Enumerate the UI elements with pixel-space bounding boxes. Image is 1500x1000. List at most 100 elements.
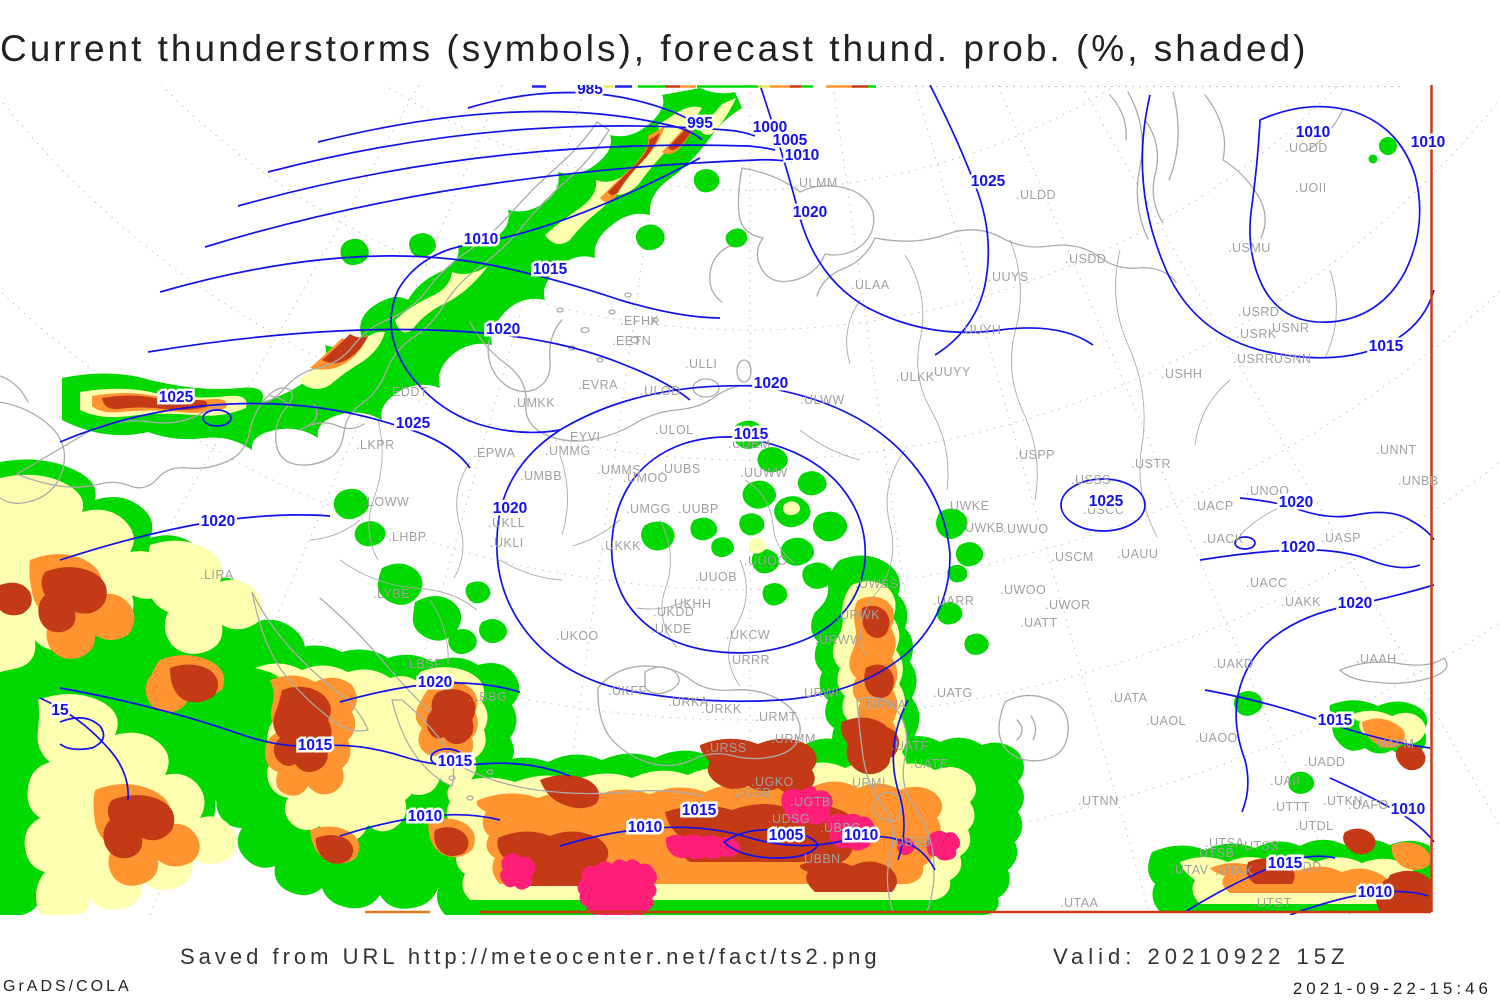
isobar-label: 1020: [486, 321, 520, 338]
isobar-label: 985: [577, 85, 603, 98]
station-label: .UMKK: [513, 396, 555, 410]
station-label: .UTAV: [1171, 863, 1209, 877]
station-label: .UATF: [891, 739, 929, 753]
station-label: .UNOO: [1246, 484, 1289, 498]
station-label: .UKOO: [556, 629, 599, 643]
isobar-label: 1015: [682, 802, 717, 819]
station-label: .UTAA: [1060, 896, 1099, 910]
station-label: .USNR: [1268, 321, 1309, 335]
station-label: .ULLI: [685, 357, 717, 371]
station-label: .UKFF: [608, 684, 647, 698]
page-title: Current thunderstorms (symbols), forecas…: [0, 28, 1309, 69]
isobar-label: 1015: [533, 261, 568, 278]
isobar-label: 1005: [773, 132, 808, 149]
isobars: [39, 85, 1435, 915]
station-label: .UAII: [1270, 774, 1300, 788]
station-labels-layer: .ULMM .EFHK .EETN .ULLI .EVRA .UMKK .ULOD .EYVI…: [200, 141, 1438, 910]
station-label: .EYVI: [566, 430, 600, 444]
station-label: .USMU: [1228, 241, 1271, 255]
station-label: .USDD: [1065, 252, 1106, 266]
isobar-label: 1015: [298, 737, 333, 754]
station-label: .UTSA: [1205, 836, 1244, 850]
station-label: .UTST: [1253, 896, 1292, 910]
isobar-label: 1000: [753, 119, 787, 136]
station-label: .UTSB: [1195, 846, 1234, 860]
isobar-label: 1025: [396, 415, 431, 432]
station-label: .USCC: [1083, 503, 1124, 517]
station-label: .UTDD: [1281, 860, 1322, 874]
domain-border: [365, 85, 1433, 914]
station-label: .UGTB: [790, 795, 831, 809]
station-label: .ULOL: [655, 423, 694, 437]
station-label: .UAOL: [1146, 714, 1186, 728]
saved-from-url-text: Saved from URL http://meteocenter.net/fa…: [180, 944, 881, 969]
station-label: .LYBE: [373, 587, 410, 601]
isobar-label: 995: [687, 115, 713, 132]
station-label: .URKK: [701, 702, 742, 716]
station-label: .EETN: [612, 334, 651, 348]
station-label: .UMGG: [626, 502, 671, 516]
station-label: .UATE: [910, 757, 948, 771]
station-label: .UTDL: [1295, 819, 1334, 833]
isobar-label: 1015: [438, 753, 473, 770]
weather-map-canvas: .ULMM .EFHK .EETN .ULLI .EVRA .UMKK .ULOD .EYVI…: [0, 85, 1500, 915]
station-label: .UAAH: [1356, 652, 1397, 666]
station-label: .EPWA: [473, 446, 515, 460]
station-label: .UATA: [1110, 691, 1148, 705]
station-label: .UKLI: [490, 536, 524, 550]
station-label: .URML: [848, 776, 889, 790]
isobar-label: 1010: [1296, 124, 1330, 141]
isobar-label: 1025: [1089, 493, 1124, 510]
isobar-label: 1025: [159, 389, 194, 406]
station-label: .ULWW: [800, 393, 845, 407]
station-label: .ULAA: [851, 278, 890, 292]
isobar-label: 1010: [785, 147, 819, 164]
station-label: .UAOO: [1195, 731, 1238, 745]
station-label: .UADD: [1304, 755, 1345, 769]
isobar-label: 1015: [1318, 712, 1353, 729]
station-label: .UACP: [1193, 499, 1234, 513]
station-label: .UAFO: [1348, 798, 1389, 812]
isobar-label: 1010: [628, 819, 662, 836]
station-label: .URMT: [755, 710, 797, 724]
station-label: .URRR: [728, 653, 770, 667]
isobar-label: 1015: [734, 426, 769, 443]
isobar-label: 1010: [844, 827, 878, 844]
station-label: .USNN: [1270, 352, 1311, 366]
station-label: .UTSS: [1240, 839, 1279, 853]
isobar-label: 1015: [1369, 338, 1404, 355]
station-label: .UARR: [933, 594, 974, 608]
station-label: .UUOO: [744, 554, 787, 568]
station-label: .UWKB: [961, 521, 1004, 535]
station-label: .UTAK: [1215, 864, 1254, 878]
isobar-label: 1020: [418, 674, 452, 691]
isobar-label: 15: [51, 702, 69, 719]
station-label: .UUYH: [960, 323, 1001, 337]
station-label: .UUYS: [988, 270, 1029, 284]
station-label: .UWSS: [855, 577, 898, 591]
station-label: .UWKE: [946, 499, 989, 513]
station-label: .UUEM: [728, 437, 771, 451]
generation-timestamp: 2021-09-22-15:46: [1292, 979, 1492, 998]
station-label: .LIRA: [200, 568, 234, 582]
station-label: .UGKO: [751, 775, 794, 789]
station-label: .UODD: [1285, 141, 1328, 155]
station-label: .UDSG: [768, 812, 810, 826]
isobar-label: 1010: [408, 808, 442, 825]
station-label: .URSS: [706, 741, 747, 755]
station-label: .UACK: [1203, 532, 1244, 546]
station-label: .UMMS: [597, 463, 641, 477]
station-label: .UAKK: [1281, 595, 1321, 609]
station-label: .LOWW: [363, 495, 409, 509]
station-label: .UNNT: [1376, 443, 1417, 457]
station-label: .UMBB: [520, 469, 562, 483]
coastlines: [0, 91, 1448, 913]
station-label: .UUBP: [678, 502, 719, 516]
station-label: .URWI: [800, 686, 839, 700]
station-label: .URMM: [771, 732, 816, 746]
station-label: .UKHH: [670, 597, 711, 611]
station-label: .USRK: [1236, 327, 1277, 341]
station-label: .ULMM: [795, 176, 838, 190]
station-label: .UKCW: [726, 628, 770, 642]
